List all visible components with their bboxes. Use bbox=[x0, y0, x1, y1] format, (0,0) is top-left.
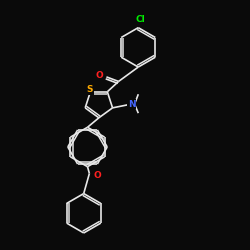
Text: Cl: Cl bbox=[135, 15, 145, 24]
Text: O: O bbox=[93, 170, 101, 179]
Text: N: N bbox=[128, 100, 135, 108]
Text: O: O bbox=[96, 71, 104, 80]
Text: S: S bbox=[86, 85, 93, 94]
